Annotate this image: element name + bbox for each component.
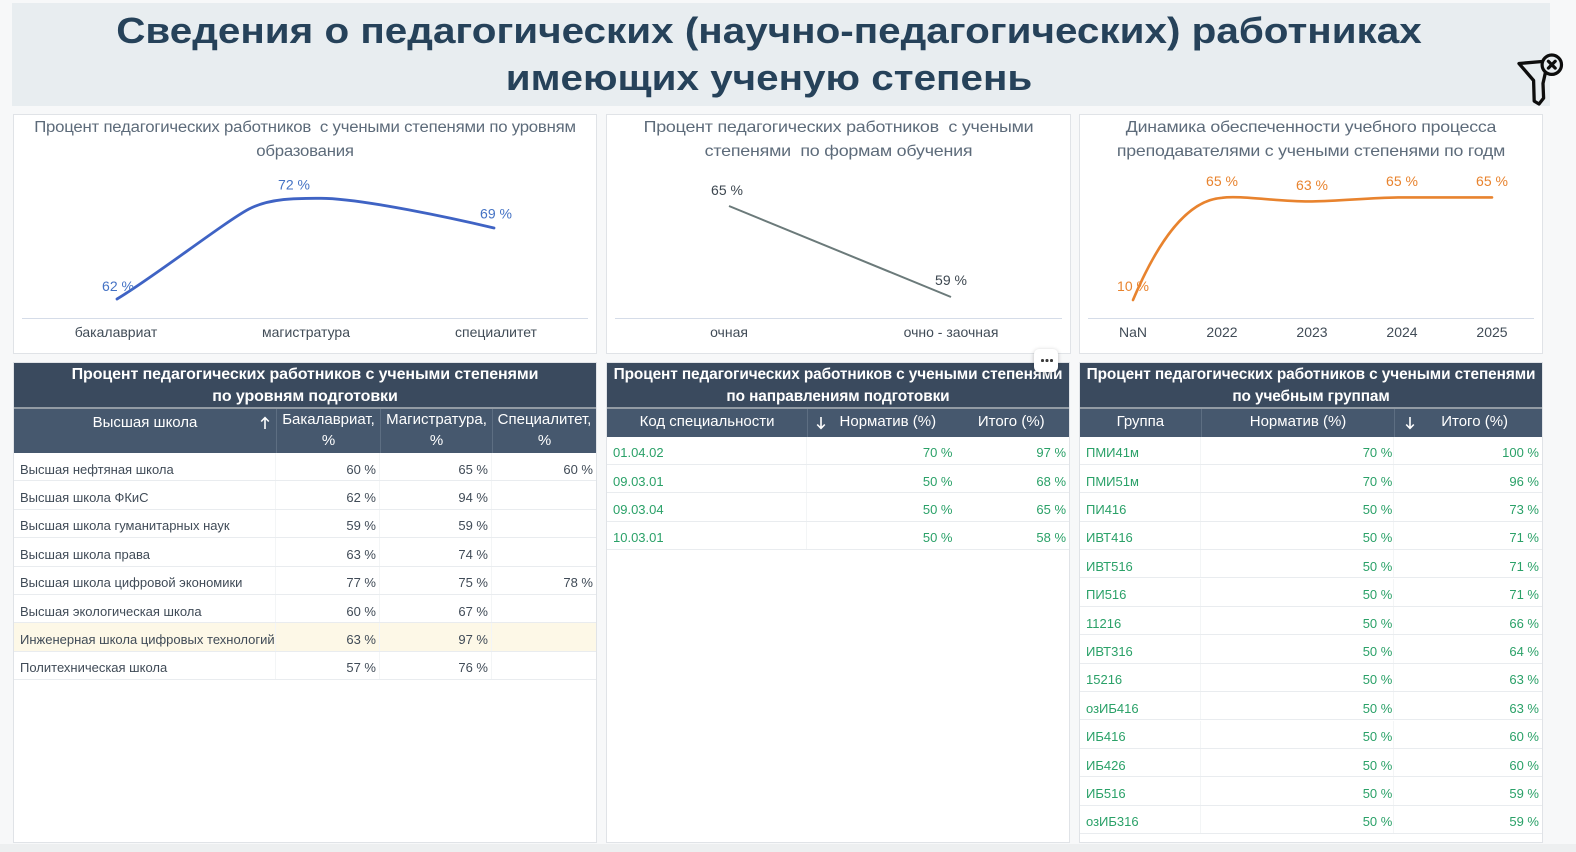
svg-text:69 %: 69 % [480,206,512,222]
svg-text:59 %: 59 % [935,272,967,288]
svg-text:65 %: 65 % [711,182,743,198]
svg-text:63 %: 63 % [1296,177,1328,193]
svg-text:10 %: 10 % [1117,278,1149,294]
svg-text:62 %: 62 % [102,278,134,294]
svg-text:72 %: 72 % [278,177,310,193]
svg-text:65 %: 65 % [1206,173,1238,189]
svg-text:65 %: 65 % [1386,173,1418,189]
svg-text:65 %: 65 % [1476,173,1508,189]
